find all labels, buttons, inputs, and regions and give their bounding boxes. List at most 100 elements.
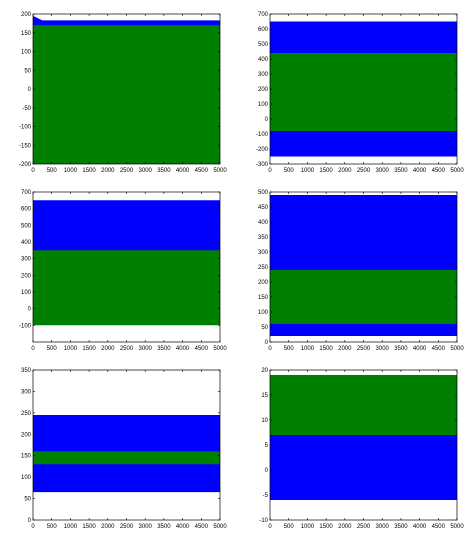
x-tick-label: 1000 [64,524,78,530]
y-tick-label: 400 [258,57,269,63]
x-tick-label: 3000 [376,168,390,174]
x-tick-label: 4000 [413,524,427,530]
x-tick-label: 500 [284,168,295,174]
y-tick-label: 0 [28,87,32,93]
x-tick-label: 2000 [338,346,352,352]
x-tick-label: 2500 [120,168,134,174]
plot-panel-3: 0 500 1000 1500 2000 2500 3000 3500 4000 4500 5000… [0,178,237,356]
plot-frame [269,13,458,165]
x-tick-label: 3000 [139,168,153,174]
y-tick-label: 600 [21,207,32,213]
series-2-area [33,451,220,465]
x-tick-label: 3500 [157,346,171,352]
y-tick-label: 0 [28,307,32,313]
y-tick-label: 150 [258,295,269,301]
x-tick-label: 3000 [376,524,390,530]
plot-frame [32,191,221,343]
y-tick-label: 100 [258,310,269,316]
x-tick-label: 0 [31,524,35,530]
x-tick-label: 5000 [213,524,227,530]
y-tick-label: 600 [258,27,269,33]
x-tick-label: 3000 [139,346,153,352]
series-1-area [270,375,457,445]
y-tick-label: 150 [21,454,32,460]
x-tick-label: 0 [268,168,272,174]
y-tick-label: 150 [21,31,32,37]
y-tick-label: 0 [265,340,269,346]
plot-4: 0 500 1000 1500 2000 2500 3000 3500 4000 4500 5000… [258,190,464,352]
x-tick-label: 1500 [319,346,333,352]
y-tick-label: -100 [256,132,269,138]
y-tick-label: -50 [22,106,31,112]
x-tick-label: 4000 [413,346,427,352]
x-tick-label: 500 [47,346,58,352]
y-tick-label: 15 [261,393,268,399]
x-tick-label: 500 [284,346,295,352]
plot-panel-5: 0 500 1000 1500 2000 2500 3000 3500 4000 4500 5000… [0,356,237,534]
y-tick-label: 300 [21,389,32,395]
x-tick-label: 500 [47,524,58,530]
x-tick-label: 500 [47,168,58,174]
x-tick-label: 5000 [213,346,227,352]
series-2-area [270,270,457,324]
x-tick-label: 1000 [64,346,78,352]
y-tick-label: 200 [21,432,32,438]
y-tick-label: 500 [258,190,269,196]
x-tick-label: 0 [31,346,35,352]
x-tick-label: 5000 [450,346,464,352]
y-tick-label: 500 [21,223,32,229]
plot-panel-6: 0 500 1000 1500 2000 2500 3000 3500 4000 4500 5000… [237,356,474,534]
x-tick-label: 4000 [176,524,190,530]
x-tick-label: 1000 [301,524,315,530]
y-tick-label: 350 [21,368,32,374]
y-tick-label: 400 [21,240,32,246]
series-2-area [33,25,220,164]
x-tick-label: 2500 [357,524,371,530]
plot-panel-2: 0 500 1000 1500 2000 2500 3000 3500 4000 4500 5000… [237,0,474,178]
y-tick-label: 20 [261,368,268,374]
x-tick-label: 1500 [319,168,333,174]
y-tick-label: 400 [258,220,269,226]
y-tick-label: 50 [261,325,268,331]
x-tick-label: 3500 [157,168,171,174]
x-tick-label: 3500 [394,168,408,174]
y-tick-label: 700 [258,12,269,18]
plot-frame [32,13,221,165]
x-tick-label: 1500 [82,346,96,352]
plot-panel-1: 0 500 1000 1500 2000 2500 3000 3500 4000 4500 5000… [0,0,237,178]
y-tick-label: -10 [259,518,268,524]
y-tick-label: 50 [24,497,31,503]
y-tick-label: 700 [21,190,32,196]
x-tick-label: 2500 [357,168,371,174]
plot-panel-4: 0 500 1000 1500 2000 2500 3000 3500 4000 4500 5000… [237,178,474,356]
x-tick-label: 4000 [176,168,190,174]
x-tick-label: 1500 [82,168,96,174]
x-tick-label: 2000 [101,524,115,530]
x-tick-label: 5000 [450,168,464,174]
y-tick-label: 0 [265,117,269,123]
x-tick-label: 0 [268,346,272,352]
x-tick-label: 3000 [139,524,153,530]
x-tick-label: 2000 [101,346,115,352]
x-tick-label: 500 [284,524,295,530]
x-tick-label: 4500 [432,524,446,530]
x-tick-label: 2500 [120,524,134,530]
x-tick-label: 4000 [176,346,190,352]
y-tick-label: 300 [21,257,32,263]
series-1-area [33,200,220,252]
y-tick-label: 200 [21,12,32,18]
y-tick-label: 200 [258,87,269,93]
x-tick-label: 4500 [432,346,446,352]
plot-6: 0 500 1000 1500 2000 2500 3000 3500 4000 4500 5000… [259,368,464,530]
y-tick-label: -150 [19,143,32,149]
y-tick-label: 10 [261,418,268,424]
plot-1: 0 500 1000 1500 2000 2500 3000 3500 4000 4500 5000… [19,12,227,174]
y-tick-label: 200 [258,280,269,286]
plot-frame [269,369,458,521]
x-tick-label: 4500 [195,168,209,174]
x-tick-label: 1500 [82,524,96,530]
plot-3: 0 500 1000 1500 2000 2500 3000 3500 4000 4500 5000… [19,190,227,352]
y-tick-label: 50 [24,68,31,74]
x-tick-label: 1500 [319,524,333,530]
y-tick-label: 100 [21,475,32,481]
